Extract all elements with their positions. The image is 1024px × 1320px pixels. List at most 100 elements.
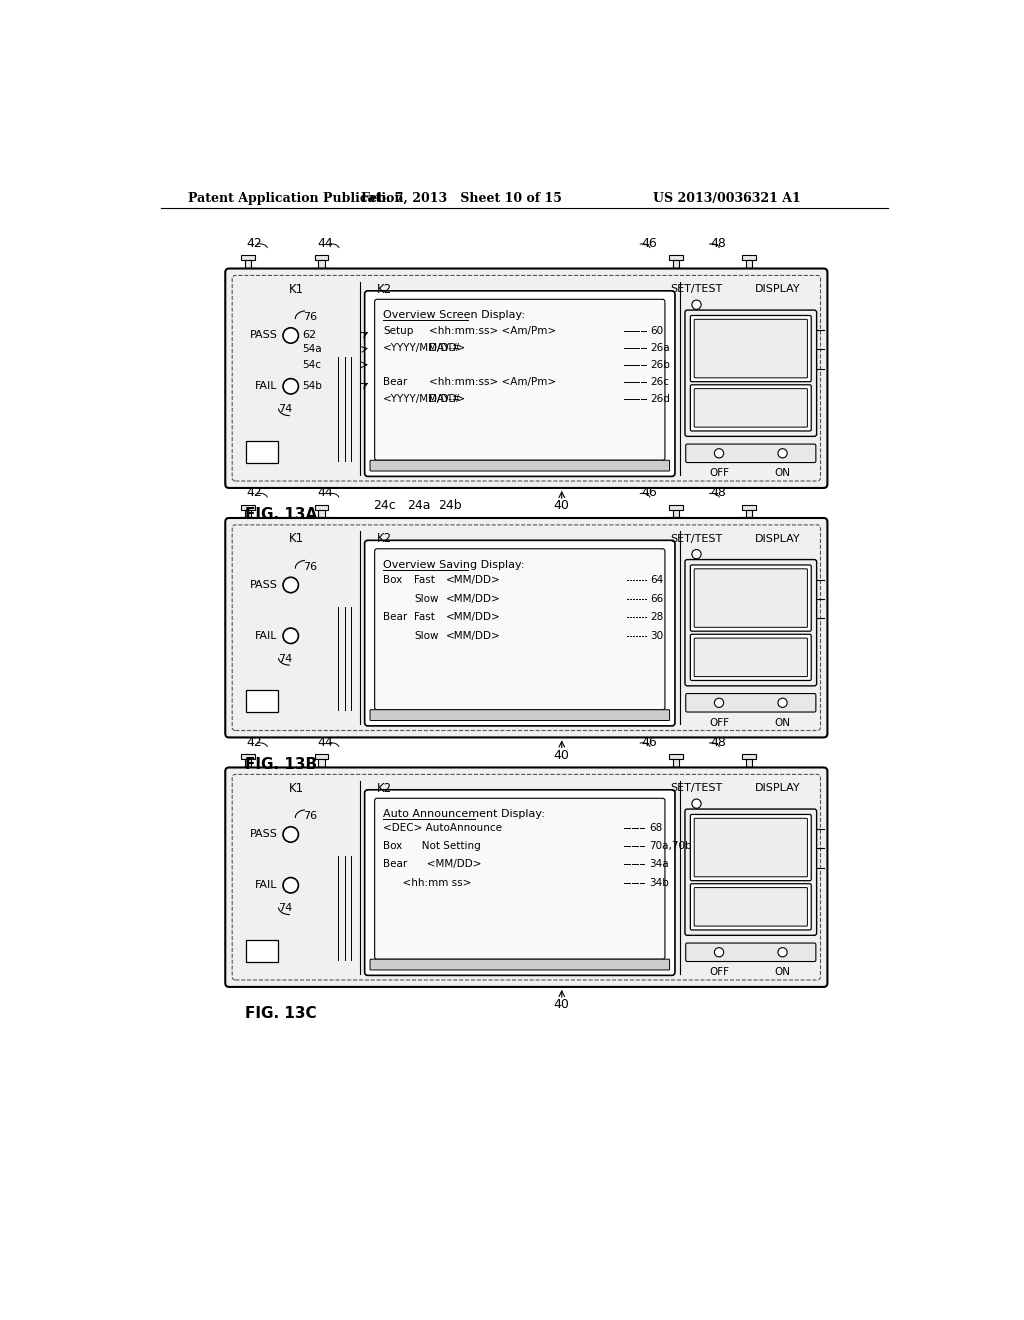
Text: K2: K2 (377, 282, 392, 296)
Circle shape (283, 577, 298, 593)
Text: SET/TEST: SET/TEST (671, 783, 723, 793)
Text: <YYYY/MM/DD>: <YYYY/MM/DD> (383, 343, 466, 352)
Bar (745, 510, 752, 517)
Text: Fast: Fast (414, 576, 435, 585)
FancyBboxPatch shape (370, 960, 670, 970)
Text: <MM/DD>: <MM/DD> (446, 594, 501, 603)
Text: PASS: PASS (250, 579, 278, 590)
Text: 54a: 54a (302, 345, 322, 354)
Circle shape (778, 948, 787, 957)
Text: 40: 40 (554, 499, 569, 512)
Text: Slow: Slow (414, 631, 438, 640)
FancyBboxPatch shape (685, 560, 816, 686)
FancyBboxPatch shape (375, 549, 665, 710)
Text: 48: 48 (710, 735, 726, 748)
Text: 34b: 34b (649, 878, 669, 888)
Text: OFF: OFF (709, 469, 729, 478)
FancyBboxPatch shape (685, 310, 816, 437)
Text: PASS: PASS (250, 829, 278, 840)
Text: <MM/DD>: <MM/DD> (446, 631, 501, 640)
FancyBboxPatch shape (370, 710, 670, 721)
Text: Fast: Fast (414, 612, 435, 622)
Bar (669, 256, 683, 260)
Text: 68: 68 (649, 822, 663, 833)
Bar (313, 268, 330, 272)
Text: K2: K2 (377, 781, 392, 795)
Text: 46: 46 (641, 735, 656, 748)
Bar (318, 260, 325, 268)
Circle shape (692, 799, 701, 808)
Circle shape (283, 327, 298, 343)
Text: <hh:mm:ss> <Am/Pm>: <hh:mm:ss> <Am/Pm> (429, 376, 556, 387)
Text: FIG. 13B: FIG. 13B (245, 756, 316, 772)
Bar (246, 441, 279, 462)
Text: OFF: OFF (709, 968, 729, 977)
FancyBboxPatch shape (686, 693, 816, 711)
Bar (242, 256, 255, 260)
Bar (314, 256, 329, 260)
Text: Box      Not Setting: Box Not Setting (383, 841, 481, 851)
FancyBboxPatch shape (225, 268, 827, 488)
Text: <MM/DD>: <MM/DD> (446, 576, 501, 585)
Text: 42: 42 (246, 735, 262, 748)
Text: DISPLAY: DISPLAY (755, 533, 800, 544)
Text: ON: ON (774, 968, 791, 977)
FancyBboxPatch shape (375, 300, 665, 461)
FancyBboxPatch shape (694, 388, 807, 428)
Text: 26d: 26d (650, 393, 670, 404)
FancyBboxPatch shape (694, 638, 807, 677)
Text: DAY-#: DAY-# (429, 393, 461, 404)
Text: ON: ON (774, 469, 791, 478)
FancyBboxPatch shape (690, 635, 811, 681)
Text: <hh:mm ss>: <hh:mm ss> (383, 878, 471, 888)
FancyBboxPatch shape (690, 884, 811, 929)
Text: 54b: 54b (302, 381, 323, 391)
Text: 66: 66 (650, 594, 664, 603)
Bar (742, 256, 756, 260)
Bar (742, 755, 756, 759)
FancyBboxPatch shape (690, 565, 811, 631)
Text: FAIL: FAIL (255, 631, 278, 640)
Text: FIG. 13A: FIG. 13A (245, 507, 316, 523)
Circle shape (692, 549, 701, 558)
Text: Auto Announcement Display:: Auto Announcement Display: (383, 809, 545, 820)
Bar (745, 260, 752, 268)
Text: SET/TEST: SET/TEST (671, 284, 723, 294)
Text: 46: 46 (641, 486, 656, 499)
FancyBboxPatch shape (686, 444, 816, 462)
Text: 74: 74 (279, 653, 293, 664)
Bar (240, 767, 257, 771)
Text: 74: 74 (279, 404, 293, 414)
Circle shape (692, 300, 701, 309)
Bar (313, 767, 330, 771)
Text: 24c: 24c (374, 499, 396, 512)
Text: 44: 44 (317, 735, 333, 748)
FancyBboxPatch shape (365, 789, 675, 975)
FancyBboxPatch shape (686, 942, 816, 961)
FancyBboxPatch shape (225, 767, 827, 987)
FancyBboxPatch shape (370, 461, 670, 471)
Text: K2: K2 (377, 532, 392, 545)
FancyBboxPatch shape (365, 540, 675, 726)
Text: 40: 40 (554, 998, 569, 1011)
FancyBboxPatch shape (690, 315, 811, 381)
Text: 30: 30 (650, 631, 664, 640)
Text: 70a,70b: 70a,70b (649, 841, 691, 851)
Bar (246, 940, 279, 961)
Text: Patent Application Publication: Patent Application Publication (188, 191, 403, 205)
Text: US 2013/0036321 A1: US 2013/0036321 A1 (652, 191, 801, 205)
Bar (318, 759, 325, 767)
Circle shape (778, 449, 787, 458)
Text: <hh:mm:ss> <Am/Pm>: <hh:mm:ss> <Am/Pm> (429, 326, 556, 335)
Text: Bear: Bear (383, 376, 408, 387)
Text: Bear: Bear (383, 612, 408, 622)
Text: 26b: 26b (650, 360, 670, 370)
Text: DISPLAY: DISPLAY (755, 783, 800, 793)
Text: 26c: 26c (650, 376, 670, 387)
Text: 48: 48 (710, 486, 726, 499)
Bar (668, 767, 684, 771)
Text: Setup: Setup (383, 326, 414, 335)
Bar (668, 517, 684, 521)
Text: 60: 60 (650, 326, 664, 335)
Text: 42: 42 (246, 236, 262, 249)
